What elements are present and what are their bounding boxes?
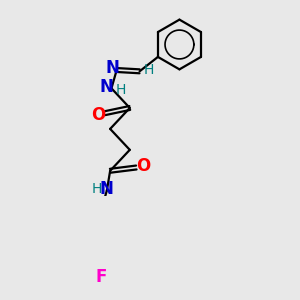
Text: N: N [100, 78, 114, 96]
Text: N: N [100, 180, 114, 198]
Text: H: H [91, 182, 102, 196]
Text: O: O [91, 106, 106, 124]
Text: N: N [105, 59, 119, 77]
Text: F: F [96, 268, 107, 286]
Text: O: O [136, 157, 150, 175]
Text: H: H [116, 83, 126, 97]
Text: H: H [144, 63, 154, 77]
